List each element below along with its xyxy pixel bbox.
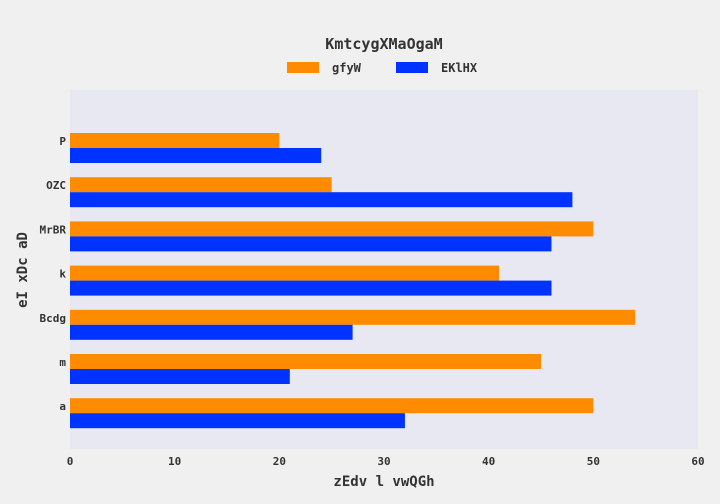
legend-label-series-1: gfyW: [332, 61, 362, 75]
y-tick-label: OZC: [46, 179, 66, 192]
x-tick-label: 10: [168, 455, 181, 468]
x-tick-label: 40: [482, 455, 495, 468]
bar-EKlHX-OZC: [70, 192, 573, 208]
bar-EKlHX-k: [70, 280, 552, 296]
legend-label-series-2: EKlHX: [441, 61, 478, 75]
y-tick-label: m: [59, 356, 66, 369]
bar-EKlHX-Bcdg: [70, 324, 353, 340]
y-tick-label: MrBR: [40, 223, 67, 236]
y-tick-label: a: [59, 400, 66, 413]
x-tick-label: 30: [377, 455, 390, 468]
y-tick-label: P: [59, 135, 66, 148]
bar-gfyW-MrBR: [70, 221, 594, 237]
bar-EKlHX-a: [70, 413, 405, 429]
y-axis-label: eI xDc aD: [15, 232, 31, 308]
bars-layer: [70, 133, 636, 429]
bar-EKlHX-MrBR: [70, 236, 552, 252]
x-tick-label: 20: [273, 455, 286, 468]
legend-swatch-series-2: [396, 62, 428, 73]
y-tick-label: k: [59, 268, 66, 281]
x-tick-label: 50: [587, 455, 600, 468]
bar-EKlHX-m: [70, 369, 290, 384]
x-tick-label: 60: [691, 455, 704, 468]
x-axis-label: zEdv l vwQGh: [333, 474, 434, 490]
legend-swatch-series-1: [287, 62, 319, 73]
bar-EKlHX-P: [70, 148, 322, 163]
bar-gfyW-OZC: [70, 177, 332, 193]
bar-gfyW-P: [70, 133, 280, 148]
bar-gfyW-m: [70, 354, 541, 369]
x-axis-ticks: 0 10 20 30 40 50 60: [67, 455, 705, 468]
y-axis-ticks: P OZC MrBR k Bcdg m a: [40, 135, 67, 413]
y-tick-label: Bcdg: [40, 312, 67, 325]
chart-title: KmtcygXMaOgaM: [325, 35, 442, 53]
bar-gfyW-a: [70, 398, 594, 414]
bar-gfyW-k: [70, 265, 500, 281]
x-tick-label: 0: [67, 455, 74, 468]
bar-gfyW-Bcdg: [70, 309, 636, 325]
legend: gfyW EKlHX: [287, 61, 478, 75]
